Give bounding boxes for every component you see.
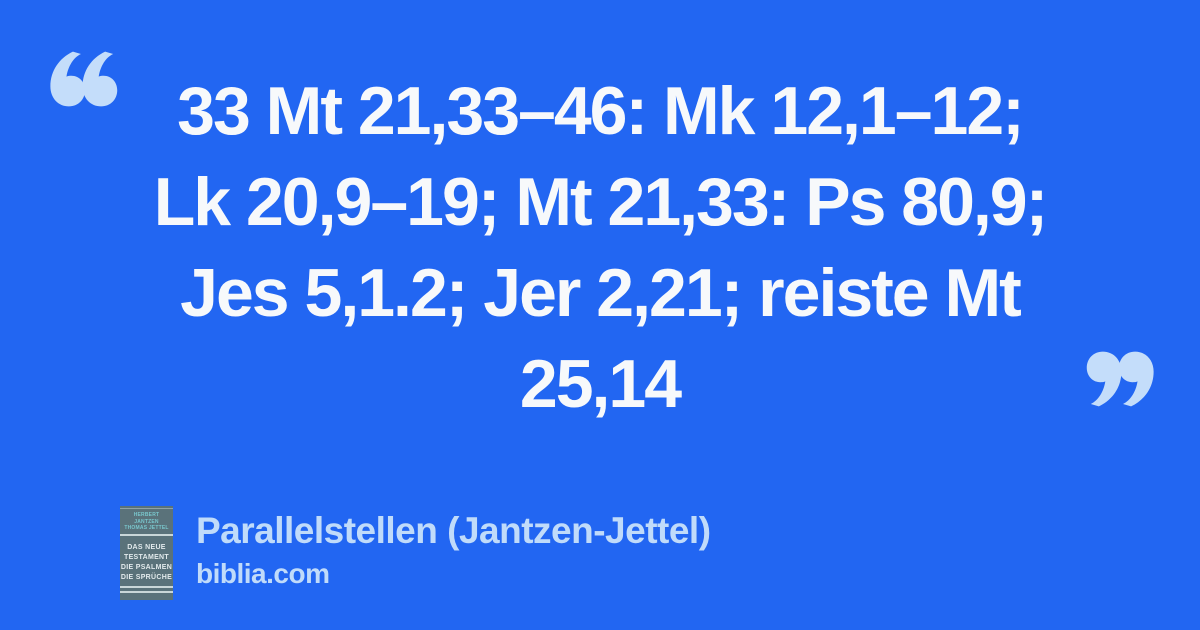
- cover-title-line: TESTAMENT: [124, 553, 169, 561]
- book-cover-thumbnail: HERBERT JANTZEN THOMAS JETTEL DAS NEUE T…: [120, 506, 173, 600]
- source-footer: HERBERT JANTZEN THOMAS JETTEL DAS NEUE T…: [120, 506, 711, 600]
- quote-line: Jes 5,1.2; Jer 2,21; reiste Mt: [180, 255, 1022, 331]
- cover-title-line: DIE PSALMEN: [120, 563, 173, 571]
- source-site-label: biblia.com: [196, 558, 330, 589]
- cover-gap: [120, 588, 173, 591]
- quote-line: 33 Mt 21,33–46: Mk 12,1–12;: [177, 73, 1025, 149]
- quote-line: 25,14: [519, 346, 682, 422]
- cover-title-line: DIE SPRÜCHE: [120, 573, 173, 581]
- cover-author-line: THOMAS JETTEL: [124, 525, 169, 531]
- open-quote-icon: [48, 50, 118, 108]
- cover-stripe: [120, 586, 173, 588]
- close-quote-icon: [1086, 350, 1156, 408]
- source-title: Parallelstellen (Jantzen-Jettel): [196, 510, 711, 551]
- quote-text: 33 Mt 21,33–46: Mk 12,1–12; Lk 20,9–19; …: [60, 66, 1140, 430]
- cover-stripe: [120, 591, 173, 593]
- cover-authors: HERBERT JANTZEN THOMAS JETTEL: [120, 509, 173, 534]
- cover-bottom: [120, 593, 173, 600]
- cover-stripe: [120, 508, 173, 509]
- quote-line: Lk 20,9–19; Mt 21,33: Ps 80,9;: [153, 164, 1049, 240]
- cover-title: DAS NEUE TESTAMENT DIE PSALMEN DIE SPRÜC…: [120, 536, 173, 587]
- cover-title-line: DAS NEUE: [127, 543, 166, 551]
- cover-author-line: HERBERT JANTZEN: [133, 512, 160, 525]
- source-block: Parallelstellen (Jantzen-Jettel) biblia.…: [196, 506, 711, 591]
- cover-stripe: [120, 533, 173, 536]
